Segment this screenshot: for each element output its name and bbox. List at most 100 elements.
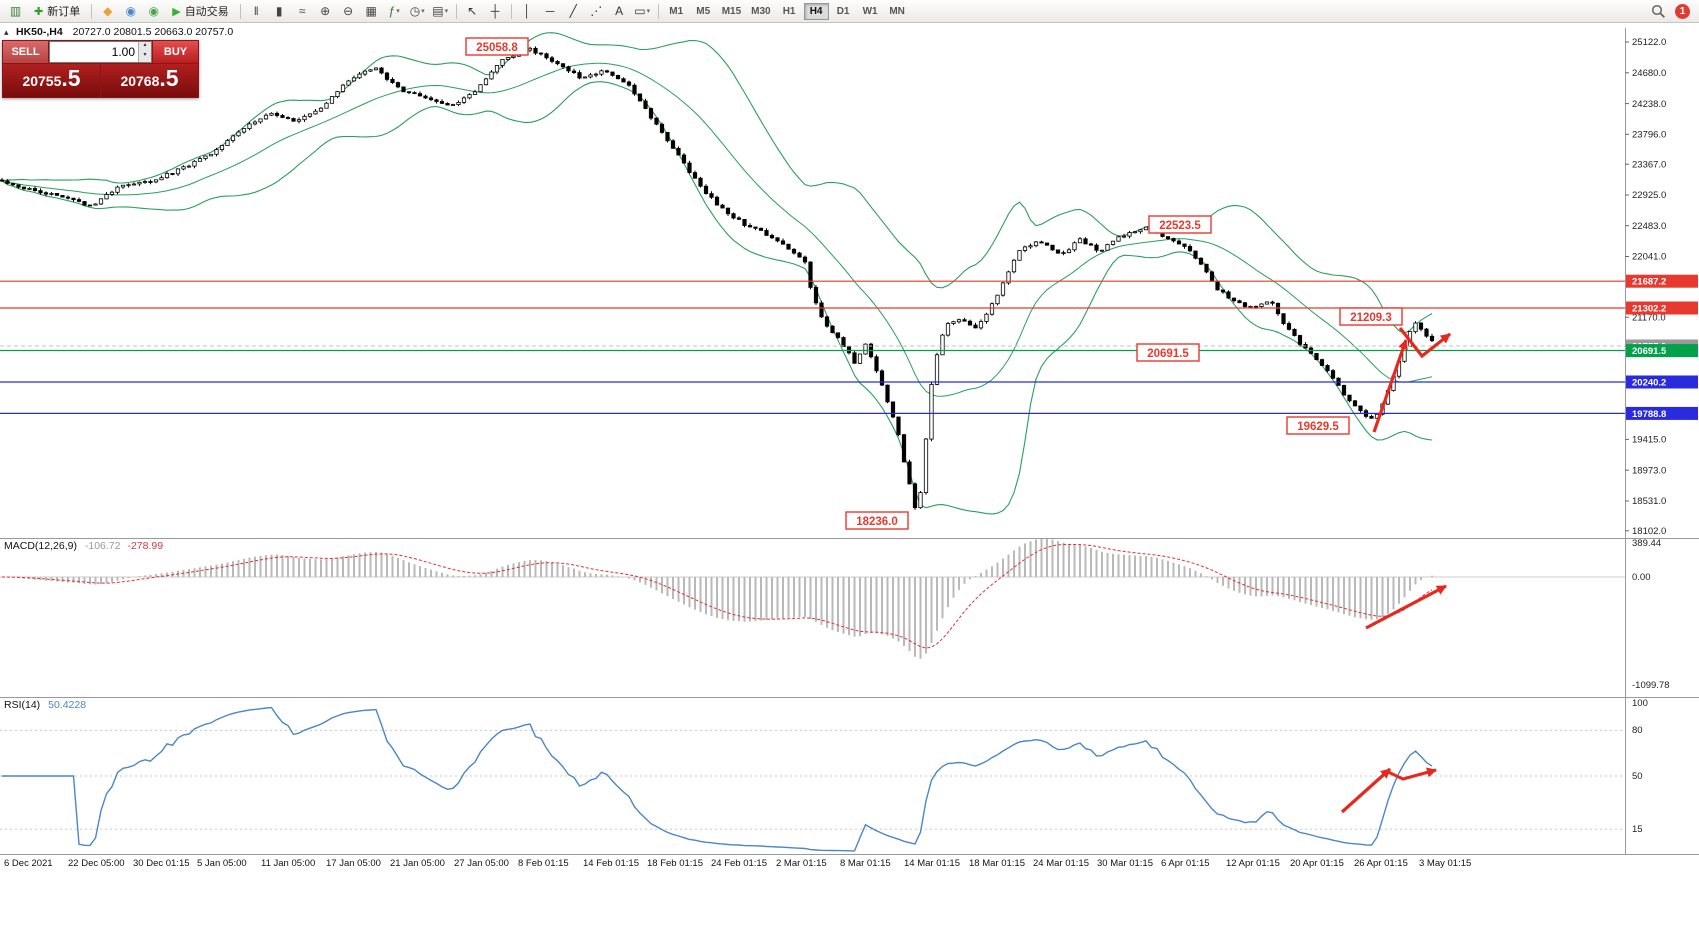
candle (813, 285, 819, 305)
candle (1270, 300, 1275, 306)
one-click-panel-toggle[interactable]: ▴ (4, 27, 9, 37)
auto-trading-button[interactable]: ▶ 自动交易 (166, 2, 234, 21)
mql5-market-icon[interactable]: ◆ (97, 2, 118, 21)
price-annotation[interactable]: 18236.0 (845, 511, 909, 530)
price-annotation[interactable]: 25058.8 (465, 37, 529, 56)
price-annotation[interactable]: 20691.5 (1136, 343, 1200, 362)
timeframe-h4[interactable]: H4 (803, 2, 829, 20)
candle (769, 233, 775, 239)
timeframe-m15[interactable]: M15 (721, 5, 742, 17)
candle (362, 69, 368, 76)
macd-signal-value: -278.99 (127, 540, 164, 552)
volume-down-icon[interactable]: ▾ (139, 52, 151, 62)
volume-stepper[interactable]: ▴ ▾ (138, 42, 151, 62)
community-icon[interactable]: ◉ (120, 2, 141, 21)
fibonacci-icon[interactable]: ⋰ (586, 2, 607, 21)
candle (731, 212, 736, 220)
candle (632, 83, 637, 96)
price-annotation[interactable]: 19629.5 (1286, 416, 1350, 435)
timeframe-mn[interactable]: MN (889, 5, 905, 17)
indicators-icon[interactable]: ƒ ▾ (384, 2, 405, 21)
vertical-line-icon[interactable]: │ (517, 2, 538, 21)
candle (802, 255, 808, 265)
candle (1242, 301, 1248, 308)
candle (1050, 244, 1055, 251)
tile-windows-icon[interactable]: ▦ (361, 2, 382, 21)
price-tick: 18102.0 (1625, 526, 1666, 537)
candle (131, 182, 137, 186)
horizontal-line-icon[interactable]: ─ (540, 2, 561, 21)
svg-text:24238.0: 24238.0 (1632, 99, 1666, 110)
trendline-icon[interactable]: ╱ (563, 2, 584, 21)
volume-input[interactable] (50, 42, 138, 62)
bar-chart-icon[interactable]: ‖ (246, 2, 267, 21)
rsi-arrow[interactable] (1340, 767, 1392, 814)
sell-price-tile[interactable]: 20755.5 (3, 64, 100, 97)
templates-icon[interactable]: ▤ ▾ (430, 2, 451, 21)
rsi-axis-label: 100 (1632, 698, 1648, 709)
candle (901, 433, 907, 463)
candlestick-chart-icon[interactable]: ▮ (269, 2, 290, 21)
candle (137, 181, 142, 187)
one-click-trade-panel: SELL ▴ ▾ BUY 20755.5 20768.5 (2, 40, 199, 98)
zoom-in-icon[interactable]: ⊕ (315, 2, 336, 21)
svg-text:22483.0: 22483.0 (1632, 221, 1666, 232)
time-label: 14 Feb 01:15 (583, 858, 639, 869)
candle (786, 243, 791, 250)
new-order-button[interactable]: ✚ 新订单 (28, 2, 86, 21)
candle (758, 227, 764, 231)
buy-button[interactable]: BUY (153, 41, 198, 63)
crosshair-icon[interactable]: ┼ (485, 2, 506, 21)
candle (280, 114, 285, 119)
toolbar-separator (657, 3, 659, 19)
zoom-out-icon[interactable]: ⊖ (338, 2, 359, 21)
trend-arrow[interactable] (1372, 339, 1408, 433)
candle (1237, 299, 1242, 304)
timeframe-h1[interactable]: H1 (782, 5, 796, 17)
candle (76, 197, 82, 203)
candle (720, 203, 725, 209)
metaquotes-icon[interactable]: ◉ (143, 2, 164, 21)
search-icon[interactable] (1651, 4, 1666, 19)
svg-text:21687.2: 21687.2 (1632, 277, 1666, 288)
line-chart-icon[interactable]: ≈ (292, 2, 313, 21)
timeframe-d1[interactable]: D1 (836, 5, 850, 17)
periods-icon[interactable]: ◷ ▾ (407, 2, 428, 21)
timeframe-w1[interactable]: W1 (862, 5, 878, 17)
zigzag-arrow[interactable] (1398, 327, 1451, 359)
timeframe-m1[interactable]: M1 (669, 5, 684, 17)
candle (494, 65, 500, 75)
notifications-badge[interactable]: 1 (1675, 3, 1690, 19)
buy-price-tile[interactable]: 20768.5 (101, 64, 198, 97)
candle (1424, 328, 1429, 338)
volume-up-icon[interactable]: ▴ (139, 42, 151, 52)
candle (456, 100, 461, 107)
time-label: 12 Apr 01:15 (1226, 858, 1280, 869)
candle (1006, 270, 1011, 285)
bollinger-bands[interactable] (1, 32, 1433, 515)
price-annotation[interactable]: 22523.5 (1148, 215, 1212, 234)
candle (1044, 242, 1050, 246)
timeframe-m5[interactable]: M5 (696, 5, 711, 17)
price-tick: 22483.0 (1625, 221, 1666, 232)
price-tick: 18973.0 (1625, 465, 1666, 476)
price-annotation[interactable]: 21209.3 (1339, 307, 1403, 326)
cursor-icon[interactable]: ↖ (462, 2, 483, 21)
macd-arrow[interactable] (1365, 584, 1447, 630)
candle (808, 261, 813, 290)
shapes-icon[interactable]: ▭ ▾ (632, 2, 653, 21)
text-tool-icon: A (615, 4, 624, 18)
candle (120, 184, 126, 189)
text-tool-icon[interactable]: A (609, 2, 630, 21)
timeframe-m30[interactable]: M30 (751, 5, 771, 17)
candle (615, 74, 621, 80)
macd-axis-label: 389.44 (1632, 538, 1661, 549)
candle (1193, 250, 1198, 260)
rsi-zigzag-arrow[interactable] (1385, 767, 1437, 781)
time-label: 6 Apr 01:15 (1161, 858, 1210, 869)
macd-axis-label: 0.00 (1632, 572, 1651, 583)
candle (368, 69, 373, 72)
sell-button[interactable]: SELL (3, 41, 48, 63)
chart-window-icon[interactable]: ▥ (5, 2, 26, 21)
candle (313, 109, 318, 115)
